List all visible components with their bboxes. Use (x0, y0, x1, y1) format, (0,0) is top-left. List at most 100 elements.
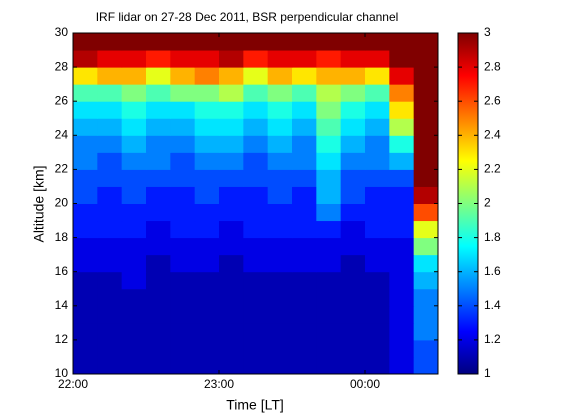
heat-cell (73, 135, 98, 153)
heat-cell (365, 186, 390, 204)
heat-cell (413, 186, 439, 204)
heat-cell (413, 288, 439, 307)
heat-cell (340, 84, 366, 102)
heat-cell (316, 254, 342, 273)
heat-cell (170, 271, 196, 290)
heat-cell (243, 169, 269, 187)
heat-cell (340, 33, 366, 51)
heat-cell (97, 305, 123, 324)
heat-cell (316, 271, 342, 290)
heat-cell (316, 339, 342, 358)
heat-cell (219, 186, 244, 204)
heat-cell (146, 152, 171, 170)
heat-cell (170, 186, 196, 204)
heat-cell (219, 322, 244, 341)
heat-cell (413, 118, 439, 136)
heat-cell (316, 237, 342, 256)
heat-cell (340, 135, 366, 153)
heat-cell (97, 50, 123, 68)
heat-cell (146, 84, 171, 102)
heat-cell (365, 220, 390, 239)
heat-cell (146, 135, 171, 153)
heat-cell (146, 339, 171, 358)
heat-cell (413, 356, 439, 375)
heat-cell (413, 237, 439, 256)
heat-cell (73, 118, 98, 136)
heat-cell (292, 254, 317, 273)
heat-cell (194, 50, 220, 68)
heat-cell (267, 84, 293, 102)
heat-cell (146, 271, 171, 290)
heat-cell (292, 322, 317, 341)
heat-cell (340, 118, 366, 136)
heat-cell (389, 322, 415, 341)
heat-cell (340, 203, 366, 222)
heat-cell (97, 322, 123, 341)
heat-cell (170, 254, 196, 273)
heat-cell (243, 220, 269, 239)
heat-cell (73, 254, 98, 273)
heat-cell (316, 203, 342, 222)
heat-cell (194, 118, 220, 136)
heat-cell (340, 305, 366, 324)
heat-cell (73, 220, 98, 239)
heat-cell (170, 356, 196, 375)
heat-cell (97, 356, 123, 375)
heat-cell (170, 237, 196, 256)
heat-cell (389, 237, 415, 256)
heat-cell (413, 220, 439, 239)
heat-cell (121, 152, 147, 170)
heat-cell (243, 203, 269, 222)
heat-cell (121, 186, 147, 204)
heat-cell (292, 152, 317, 170)
heat-cell (389, 305, 415, 324)
heat-cell (365, 322, 390, 341)
heat-cell (194, 339, 220, 358)
heat-cell (146, 254, 171, 273)
colorbar-tick-label: 1.6 (484, 264, 501, 278)
heat-cell (389, 169, 415, 187)
heat-cell (243, 322, 269, 341)
heat-cell (413, 152, 439, 170)
heat-cell (340, 220, 366, 239)
heat-cell (365, 33, 390, 51)
colorbar-tick-label: 1.8 (484, 230, 501, 244)
heat-cell (219, 339, 244, 358)
heat-cell (389, 220, 415, 239)
heat-cell (413, 305, 439, 324)
heat-cell (170, 322, 196, 341)
heat-cell (267, 135, 293, 153)
heat-cell (146, 220, 171, 239)
heat-cell (389, 118, 415, 136)
heat-cell (365, 203, 390, 222)
heat-cell (292, 169, 317, 187)
heat-cell (389, 50, 415, 68)
heat-cell (413, 101, 439, 119)
heat-cell (219, 220, 244, 239)
heat-cell (267, 33, 293, 51)
heat-cell (146, 203, 171, 222)
heat-cell (219, 356, 244, 375)
heat-cell (267, 237, 293, 256)
heat-cell (267, 305, 293, 324)
heat-cell (365, 118, 390, 136)
heat-cell (121, 135, 147, 153)
heat-cell (340, 67, 366, 85)
heat-cell (316, 152, 342, 170)
heat-cell (340, 50, 366, 68)
heat-cell (194, 33, 220, 51)
heat-cell (389, 356, 415, 375)
x-axis-label: Time [LT] (226, 397, 284, 413)
heat-cell (73, 288, 98, 307)
heat-cell (170, 135, 196, 153)
heat-cell (389, 152, 415, 170)
heat-cell (97, 271, 123, 290)
heat-cell (316, 356, 342, 375)
heat-cell (292, 220, 317, 239)
heat-cell (194, 254, 220, 273)
heat-cell (413, 169, 439, 187)
heat-cell (365, 152, 390, 170)
heat-cell (292, 50, 317, 68)
heat-cell (194, 186, 220, 204)
